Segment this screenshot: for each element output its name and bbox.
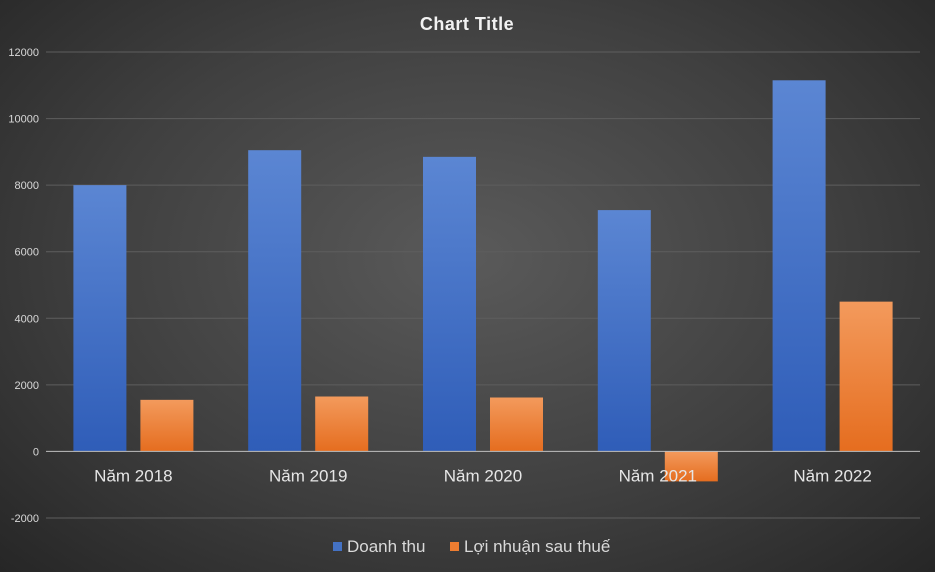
legend-label: Lợi nhuận sau thuế [464,537,611,556]
y-tick-label: 12000 [8,47,39,59]
bar-loi-nhuan-3[interactable] [664,451,718,482]
x-tick-label: Năm 2021 [619,466,697,485]
bar-loi-nhuan-1[interactable] [315,396,369,452]
x-tick-label: Năm 2019 [269,466,347,485]
y-tick-label: 8000 [15,180,39,192]
bar-loi-nhuan-0[interactable] [140,399,194,452]
legend[interactable]: Doanh thu Lợi nhuận sau thuế [333,537,611,556]
y-tick-label: 10000 [8,114,39,126]
bar-loi-nhuan-2[interactable] [490,397,543,452]
x-axis-ticks: Năm 2018 Năm 2019 Năm 2020 Năm 2021 Năm 2022 [94,466,872,485]
y-axis-ticks: -2000 0 2000 4000 6000 8000 10000 12000 [8,47,39,525]
y-tick-label: 4000 [15,313,39,325]
y-tick-label: 0 [33,446,39,458]
legend-swatch [333,542,342,551]
bars [73,80,893,482]
legend-label: Doanh thu [347,537,425,556]
chart-title: Chart Title [420,14,514,34]
y-tick-label: -2000 [11,513,39,525]
legend-swatch [450,542,459,551]
bar-doanh-thu-4[interactable] [772,80,826,452]
gridlines [46,51,920,519]
x-tick-label: Năm 2022 [793,466,871,485]
bar-loi-nhuan-4[interactable] [839,301,893,452]
x-tick-label: Năm 2020 [444,466,522,485]
bar-doanh-thu-3[interactable] [597,210,651,452]
y-tick-label: 6000 [15,247,39,259]
legend-item[interactable]: Doanh thu [333,537,425,556]
bar-doanh-thu-2[interactable] [423,156,476,452]
x-tick-label: Năm 2018 [94,466,172,485]
bar-doanh-thu-0[interactable] [73,185,127,452]
legend-item[interactable]: Lợi nhuận sau thuế [450,537,611,556]
y-tick-label: 2000 [15,380,39,392]
bar-doanh-thu-1[interactable] [248,150,302,452]
